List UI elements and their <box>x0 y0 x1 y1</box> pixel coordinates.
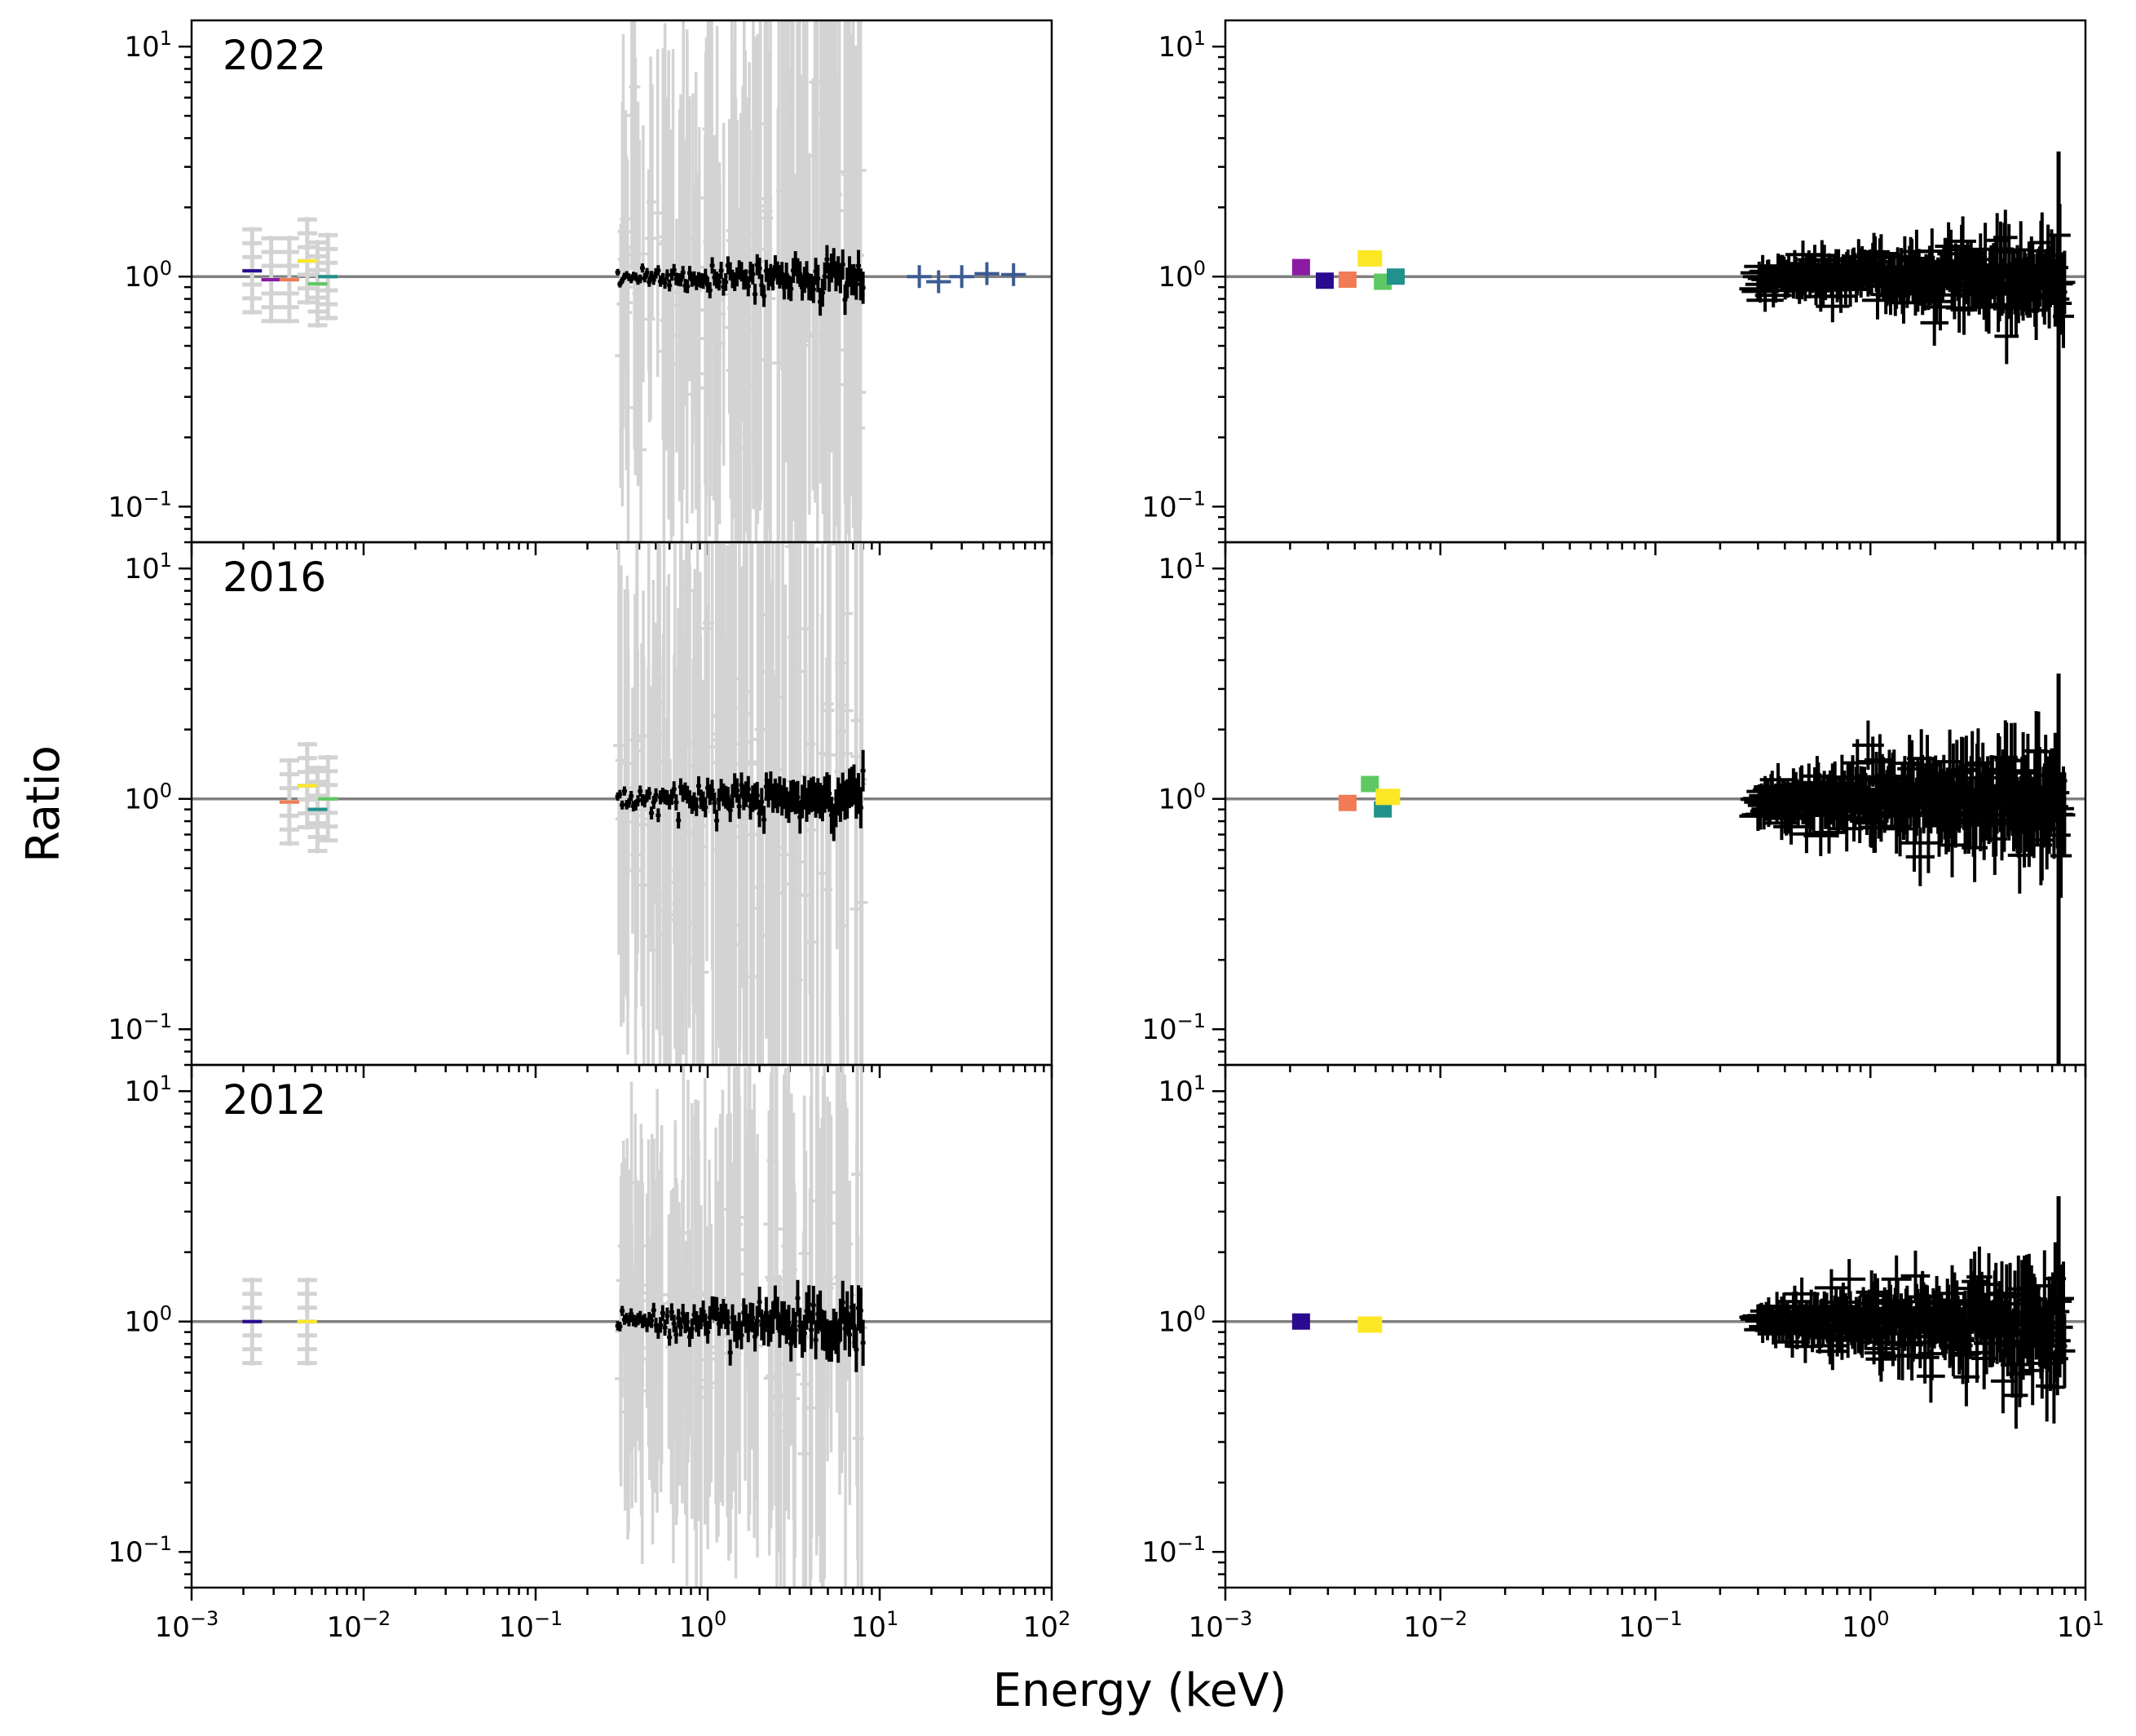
hard-xray-point <box>974 262 1000 285</box>
x-axis-title: Energy (keV) <box>993 1664 1287 1717</box>
uv-point <box>1386 268 1405 285</box>
xray-data <box>1739 204 2076 364</box>
panel-left-2016: 101 100 10−1 2016 <box>108 541 1053 1078</box>
x-tick-label: 10−3 <box>155 1607 219 1644</box>
uv-background-bars <box>242 217 338 328</box>
uv-point <box>1291 258 1310 276</box>
y-tick-label: 10−1 <box>108 487 172 523</box>
data-layer <box>192 1065 1052 1588</box>
y-tick-label: 10−1 <box>1141 487 1206 523</box>
uv-point <box>1315 272 1334 289</box>
data-layer <box>1225 1196 2085 1429</box>
y-tick-label: 101 <box>124 549 172 585</box>
panel-right-2022: 101 100 10−1 <box>1141 19 2087 555</box>
y-tick-label: 100 <box>1158 780 1206 816</box>
uv-point <box>1357 250 1383 267</box>
x-ticks <box>1224 1588 2087 1601</box>
y-tick-label: 100 <box>124 257 172 294</box>
panel-right-2016: 101 100 10−1 <box>1141 541 2087 1078</box>
y-axis-title: Ratio <box>17 745 70 863</box>
x-tick-label: 100 <box>679 1607 727 1644</box>
y-tick-label: 101 <box>1158 549 1206 585</box>
panel-year-label: 2012 <box>223 1076 326 1124</box>
y-tick-label: 100 <box>1158 257 1206 294</box>
x-tick-label: 10−2 <box>327 1607 391 1644</box>
x-tick-label: 101 <box>2057 1607 2105 1644</box>
y-tick-label: 10−1 <box>1141 1532 1206 1569</box>
y-tick-label: 100 <box>1158 1302 1206 1339</box>
y-tick-label: 10−1 <box>1141 1009 1206 1046</box>
y-tick-label: 100 <box>124 1302 172 1339</box>
data-layer <box>1225 674 2085 1065</box>
x-ticks <box>190 1588 1053 1601</box>
y-tick-label: 10−1 <box>108 1532 172 1569</box>
y-ticks <box>1212 567 1225 1067</box>
data-layer <box>1225 151 2085 542</box>
hard-xray-point <box>926 270 951 294</box>
xray-data <box>1739 711 2076 899</box>
x-tick-label: 102 <box>1023 1607 1071 1644</box>
x-tick-label: 101 <box>851 1607 899 1644</box>
y-ticks <box>179 567 192 1067</box>
y-tick-label: 101 <box>124 1071 172 1108</box>
x-tick-label: 10−1 <box>1618 1607 1683 1644</box>
uv-point <box>1375 788 1401 806</box>
hard-xray-point <box>1001 263 1026 286</box>
panel-year-label: 2022 <box>223 32 326 79</box>
x-tick-label: 10−3 <box>1189 1607 1253 1644</box>
hard-xray-point <box>949 265 974 289</box>
xray-data <box>615 749 866 841</box>
x-ticks <box>1224 542 2087 555</box>
xray-data <box>615 1279 866 1372</box>
hard-xray-point <box>907 265 932 289</box>
y-ticks <box>179 45 192 544</box>
xray-data <box>615 245 866 316</box>
y-ticks <box>1212 1089 1225 1589</box>
uv-point <box>1291 1313 1310 1330</box>
x-tick-label: 10−1 <box>499 1607 563 1644</box>
y-ticks <box>179 1089 192 1589</box>
panel-year-label: 2016 <box>223 554 326 601</box>
y-tick-label: 101 <box>124 27 172 64</box>
x-ticks <box>1224 1065 2087 1078</box>
uv-point <box>1338 271 1357 288</box>
y-tick-label: 101 <box>1158 1071 1206 1108</box>
panel-right-2012: 101 100 10−1 <box>1141 1063 2087 1601</box>
y-tick-label: 101 <box>1158 27 1206 64</box>
y-ticks <box>1212 45 1225 544</box>
uv-point <box>1374 801 1392 818</box>
x-tick-label: 10−2 <box>1403 1607 1467 1644</box>
y-tick-label: 100 <box>124 780 172 816</box>
x-tick-label: 100 <box>1842 1607 1890 1644</box>
uv-point <box>1357 1316 1383 1333</box>
y-tick-label: 10−1 <box>108 1009 172 1046</box>
data-layer <box>192 20 1052 542</box>
xray-data <box>1739 1242 2076 1429</box>
axes-frame <box>190 1063 1053 1589</box>
data-layer <box>192 542 1052 1065</box>
uv-point <box>1338 794 1357 811</box>
uv-point <box>1361 775 1379 793</box>
panel-left-2022: 101 100 10−1 2022 <box>108 19 1053 555</box>
panel-left-2012: 101 100 10−1 2012 <box>108 1063 1053 1601</box>
